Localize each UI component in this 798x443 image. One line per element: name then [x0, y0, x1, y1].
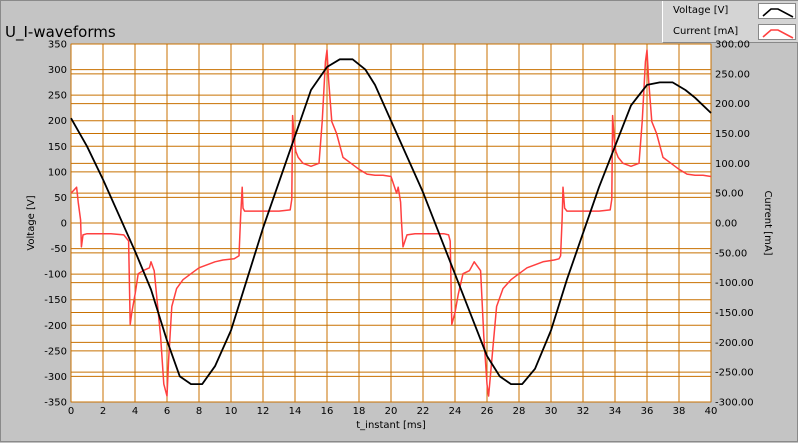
x-tick-label: 18: [353, 406, 366, 417]
chart-title: U_I-waveforms: [5, 23, 116, 41]
y-tick-label: 250: [48, 91, 67, 102]
legend-label-voltage: Voltage [V]: [673, 5, 729, 16]
x-tick-label: 28: [513, 406, 526, 417]
x-tick-label: 12: [257, 406, 270, 417]
x-tick-label: 26: [481, 406, 494, 417]
y2-tick-label: -50.00: [715, 248, 747, 259]
y2-tick-label: 150.00: [715, 129, 750, 140]
x-tick-label: 22: [417, 406, 430, 417]
series-current-line: [70, 49, 712, 397]
y-tick-label: 100: [48, 167, 67, 178]
y2-tick-label: 100.00: [715, 159, 750, 170]
y-tick-label: 200: [48, 116, 67, 127]
x-axis-label: t_instant [ms]: [356, 420, 426, 431]
x-tick-label: 34: [609, 406, 622, 417]
x-tick-label: 10: [225, 406, 238, 417]
y-tick-label: 350: [48, 40, 67, 51]
y2-tick-label: -200.00: [715, 338, 754, 349]
x-tick-label: 30: [545, 406, 558, 417]
legend-item-current[interactable]: Current [mA]: [663, 22, 798, 42]
x-tick-label: 0: [68, 406, 74, 417]
legend: Voltage [V] Current [mA]: [662, 1, 798, 43]
y-tick-label: -350: [44, 398, 67, 409]
y-tick-label: 150: [48, 142, 67, 153]
y-tick-label: 300: [48, 65, 67, 76]
series-voltage-line: [70, 58, 712, 386]
y-tick-label: -250: [44, 346, 67, 357]
x-tick-label: 6: [164, 406, 170, 417]
y2-tick-label: -300.00: [715, 398, 754, 409]
grid: [70, 43, 712, 403]
y2-tick-label: -150.00: [715, 308, 754, 319]
x-tick-label: 4: [132, 406, 138, 417]
legend-swatch-voltage[interactable]: [758, 3, 796, 19]
y-tick-label: -100: [44, 270, 67, 281]
y-axis-right: 300.00 250.00 200.00 150.00 100.00 50.00 0.00 -…: [715, 40, 754, 409]
legend-item-voltage[interactable]: Voltage [V]: [663, 1, 798, 21]
y-tick-label: 0: [61, 219, 67, 230]
x-tick-label: 38: [673, 406, 686, 417]
y-tick-label: -50: [51, 244, 67, 255]
y-axis-label: Voltage [V]: [26, 195, 37, 250]
legend-label-current: Current [mA]: [673, 26, 739, 37]
x-tick-label: 40: [705, 406, 718, 417]
x-axis: 0 2 4 6 8 10 12 14 16 18 20 22 24 26 28 30 32 34 36 38 40: [68, 406, 718, 417]
y-tick-label: -200: [44, 321, 67, 332]
y2-axis-label: Current [mA]: [762, 190, 773, 255]
x-tick-label: 2: [100, 406, 106, 417]
y-tick-label: -150: [44, 295, 67, 306]
x-tick-label: 36: [641, 406, 654, 417]
series-group: [70, 49, 712, 397]
legend-swatch-current[interactable]: [758, 24, 796, 40]
x-tick-label: 32: [577, 406, 590, 417]
y2-tick-label: 50.00: [715, 189, 744, 200]
y2-tick-label: -100.00: [715, 278, 754, 289]
x-tick-label: 8: [196, 406, 202, 417]
x-tick-label: 20: [385, 406, 398, 417]
y-tick-label: -300: [44, 372, 67, 383]
y2-tick-label: 0.00: [715, 219, 737, 230]
y-tick-label: 50: [54, 193, 67, 204]
x-tick-label: 14: [289, 406, 302, 417]
x-tick-label: 16: [321, 406, 334, 417]
y2-tick-label: -250.00: [715, 368, 754, 379]
y2-tick-label: 250.00: [715, 69, 750, 80]
y-axis-left: 350 300 250 200 150 100 50 0 -50 -100 -150 -200 -250…: [44, 40, 67, 409]
y2-tick-label: 300.00: [715, 40, 750, 51]
x-tick-label: 24: [449, 406, 462, 417]
y2-tick-label: 200.00: [715, 99, 750, 110]
